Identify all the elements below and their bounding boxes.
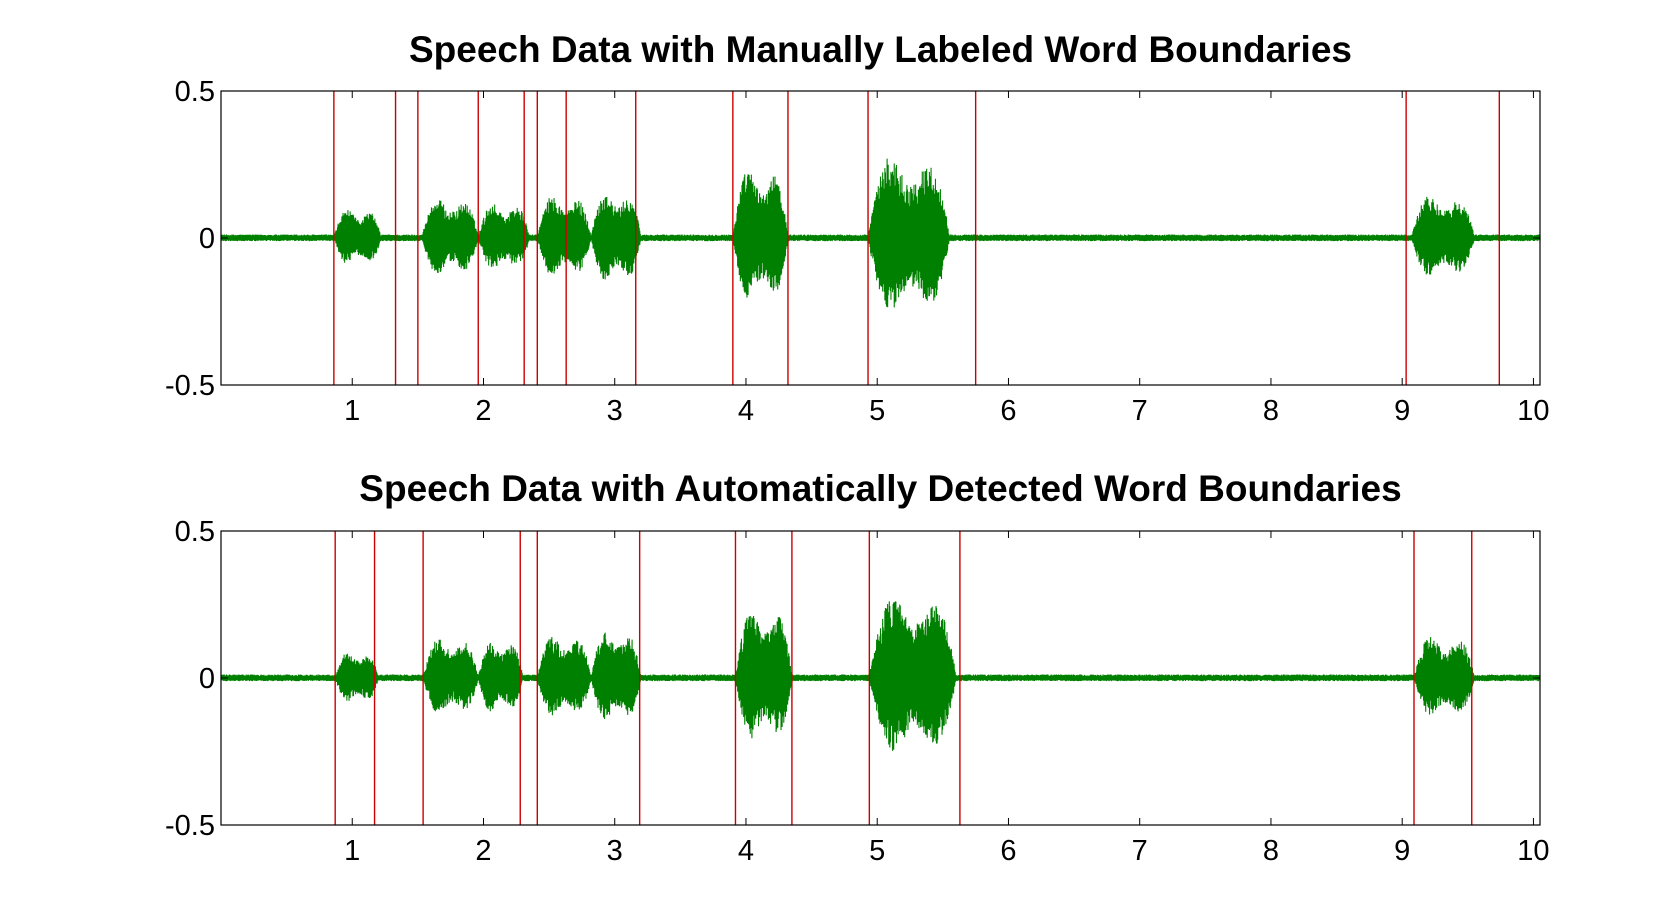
x-tick-label: 6 — [1000, 395, 1016, 427]
chart-title: Speech Data with Automatically Detected … — [359, 468, 1401, 509]
x-tick-label: 4 — [738, 395, 754, 427]
x-tick-label: 1 — [344, 395, 360, 427]
plot-marks: 1 2 3 4 5 6 7 8 9 10 -0.5 0 0.5 — [165, 76, 1550, 427]
x-tick-label: 8 — [1263, 395, 1279, 427]
x-tick-label: 2 — [475, 395, 491, 427]
x-tick-label: 5 — [869, 835, 885, 867]
x-tick-label: 2 — [475, 835, 491, 867]
x-tick-label: 3 — [607, 835, 623, 867]
x-tick-label: 9 — [1394, 395, 1410, 427]
x-tick-label: 5 — [869, 395, 885, 427]
x-tick-label: 4 — [738, 835, 754, 867]
x-tick-label: 1 — [344, 835, 360, 867]
y-tick-label: 0 — [199, 223, 215, 255]
plot-manual-boundaries: Speech Data with Manually Labeled Word B… — [165, 29, 1550, 427]
x-tick-label: 6 — [1000, 835, 1016, 867]
x-tick-label: 7 — [1132, 835, 1148, 867]
y-tick-label: -0.5 — [165, 370, 215, 402]
waveform-series — [220, 158, 1541, 308]
y-tick-label: -0.5 — [165, 810, 215, 842]
x-tick-label: 8 — [1263, 835, 1279, 867]
waveform-series — [220, 601, 1541, 751]
plot-marks: 1 2 3 4 5 6 7 8 9 10 -0.5 0 0.5 — [165, 516, 1550, 867]
x-tick-label: 10 — [1517, 395, 1549, 427]
y-tick-label: 0 — [199, 663, 215, 695]
x-tick-label: 10 — [1517, 835, 1549, 867]
chart-title: Speech Data with Manually Labeled Word B… — [409, 29, 1352, 70]
y-tick-label: 0.5 — [175, 76, 215, 108]
y-tick-label: 0.5 — [175, 516, 215, 548]
plot-automatic-boundaries: Speech Data with Automatically Detected … — [165, 468, 1550, 867]
x-tick-label: 7 — [1132, 395, 1148, 427]
x-tick-label: 3 — [607, 395, 623, 427]
x-tick-label: 9 — [1394, 835, 1410, 867]
